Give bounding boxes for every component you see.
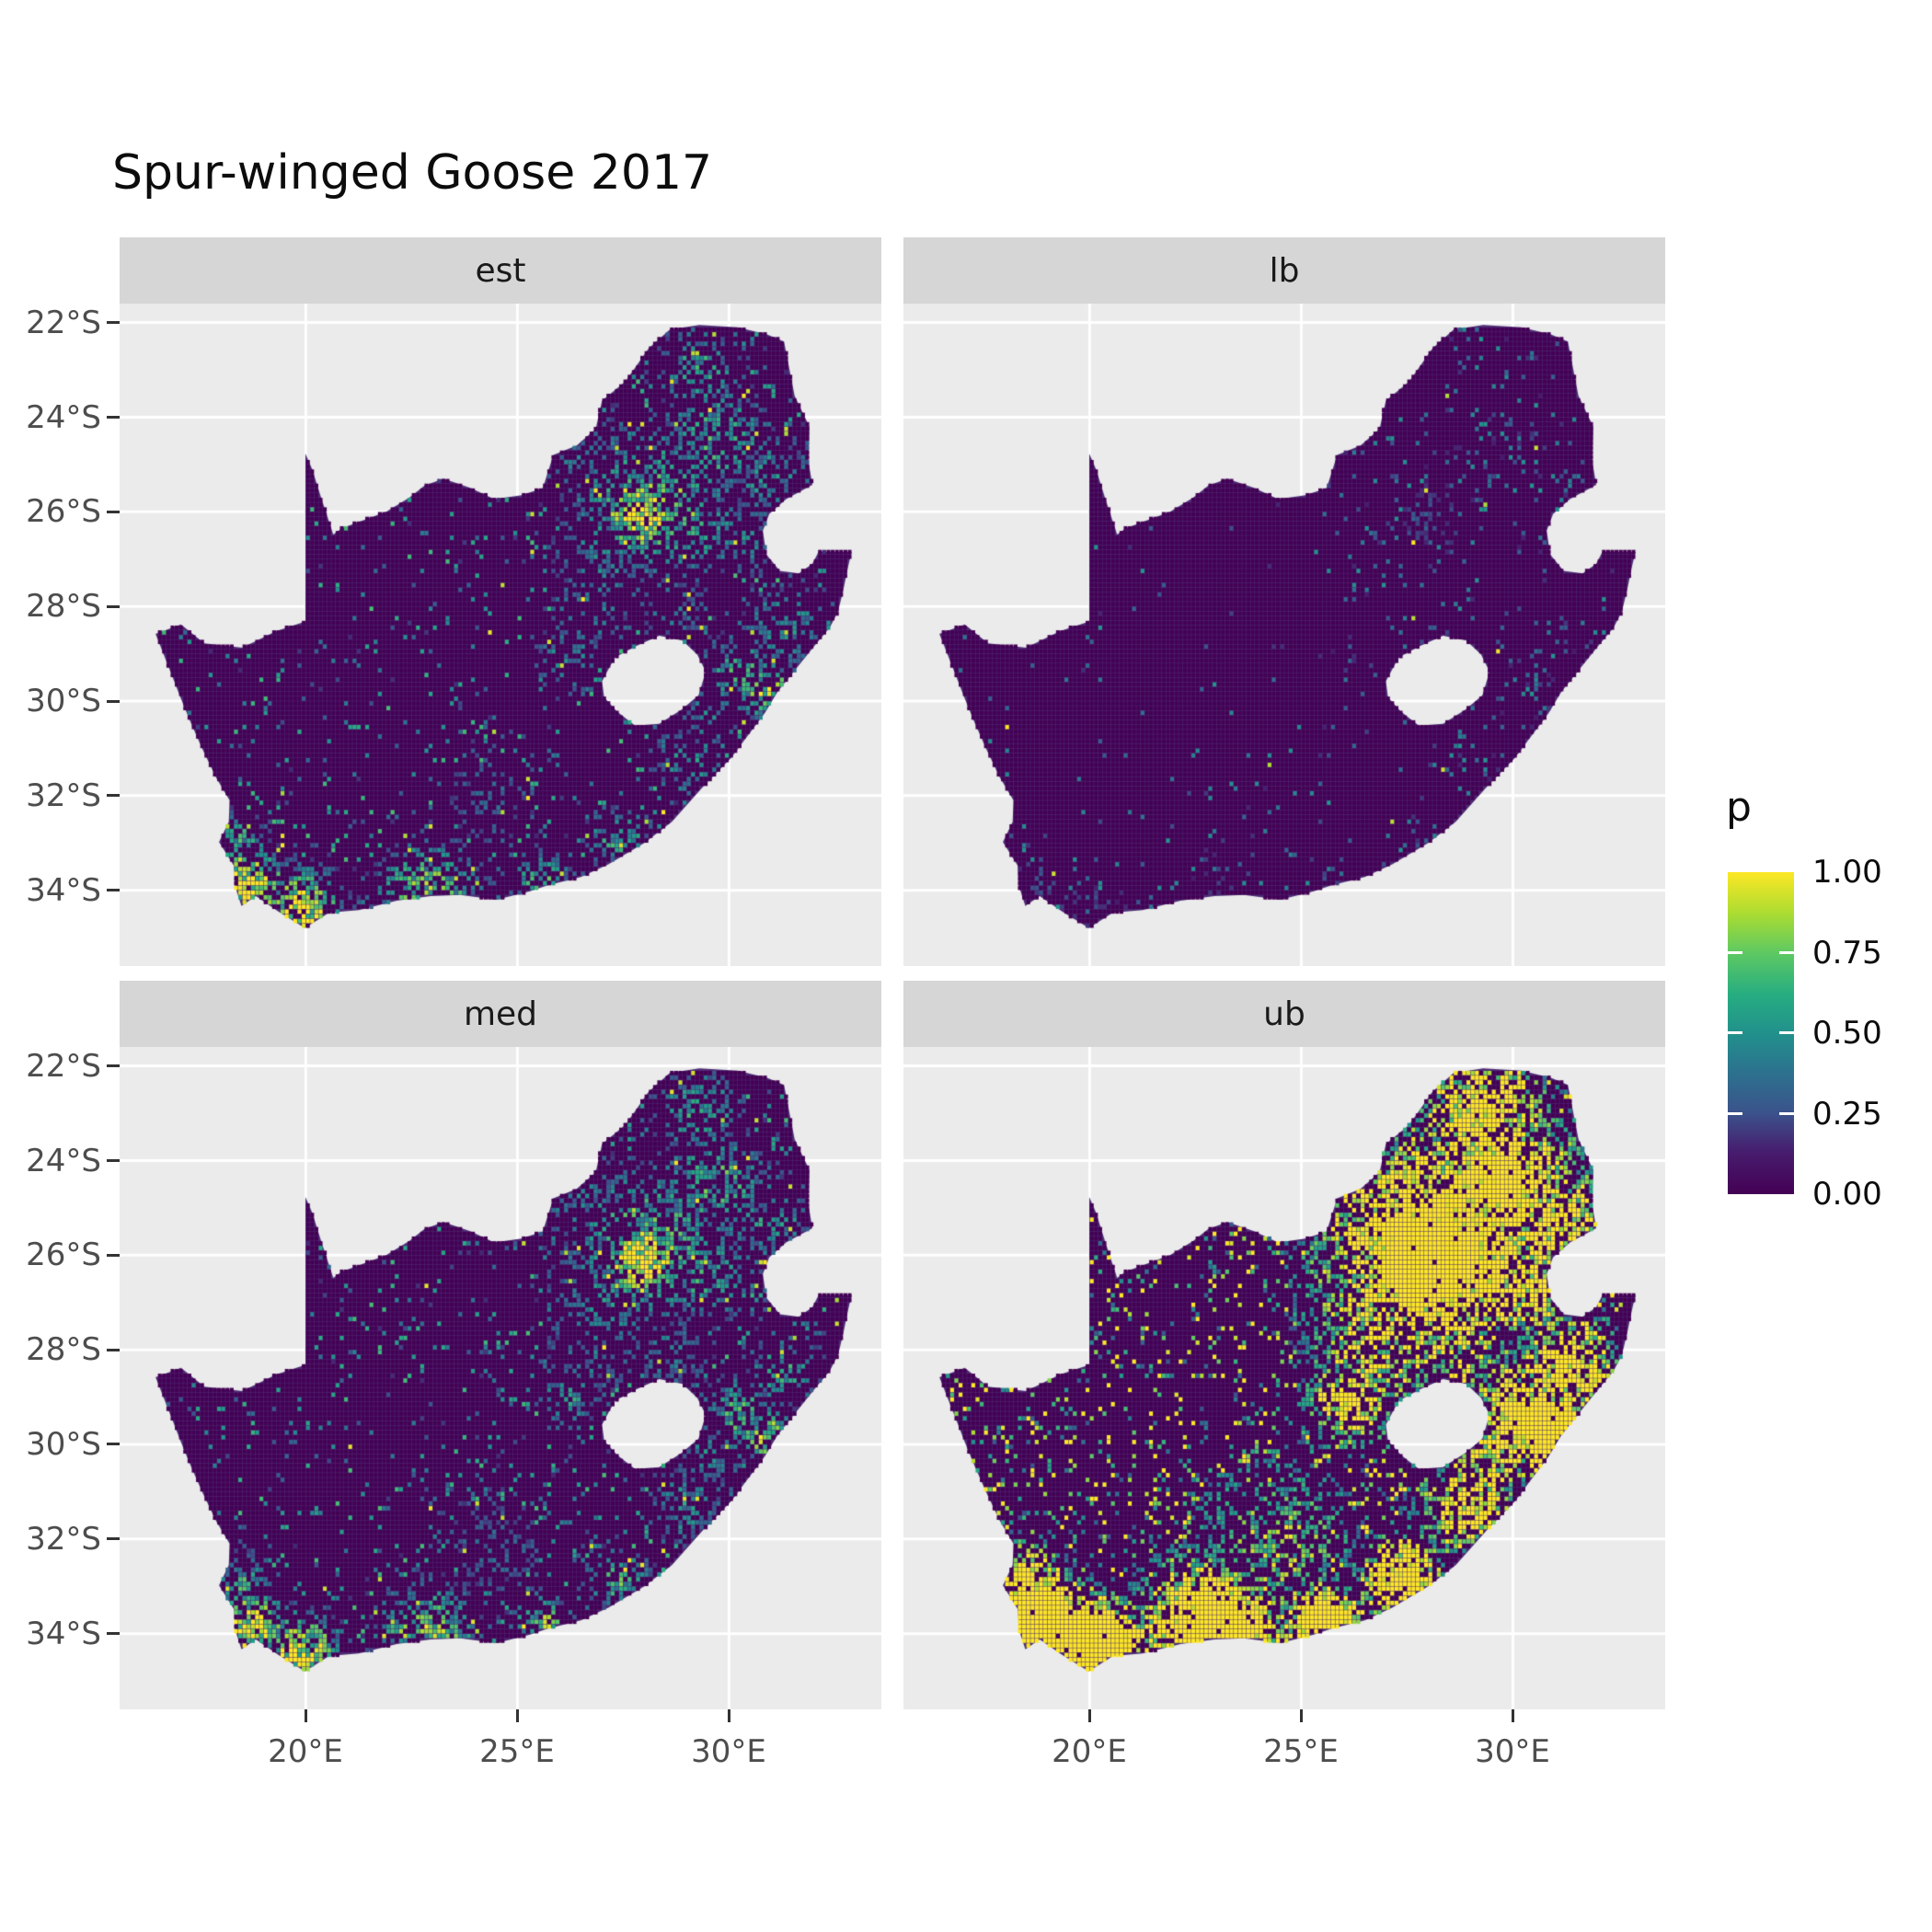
x-axis-tick [1300,1709,1303,1722]
facet-strip-label-est: est [475,251,526,290]
facet-strip-label-ub: ub [1263,995,1305,1033]
y-axis-label: 34°S [26,1616,101,1652]
y-axis-tick [107,321,120,324]
x-axis-tick [305,1709,307,1722]
y-axis-label: 32°S [26,1521,101,1558]
legend-tick [1779,1112,1794,1115]
y-axis-tick [107,1159,120,1162]
facet-strip-label-lb: lb [1269,251,1300,290]
y-axis-label: 26°S [26,493,101,530]
x-axis-tick [516,1709,519,1722]
facet-strip-ub: ub [903,981,1665,1047]
y-axis-tick [107,605,120,608]
y-axis-tick [107,1254,120,1257]
y-axis-tick [107,794,120,797]
y-axis-label: 30°S [26,1426,101,1463]
y-axis-label: 26°S [26,1236,101,1273]
legend-tick [1779,951,1794,954]
legend-tick [1728,1112,1742,1115]
y-axis-tick [107,1632,120,1635]
y-axis-tick [107,511,120,513]
legend-label: 0.75 [1812,935,1882,972]
legend-label: 1.00 [1812,854,1882,891]
map-panel-med [120,1047,881,1709]
legend-tick [1728,951,1742,954]
y-axis-tick [107,1349,120,1351]
x-axis-label: 30°E [691,1733,766,1770]
y-axis-tick [107,700,120,703]
y-axis-label: 34°S [26,872,101,909]
x-axis-label: 20°E [268,1733,343,1770]
x-axis-label: 25°E [1263,1733,1339,1770]
map-panel-est [120,304,881,966]
facet-strip-label-med: med [463,995,538,1033]
map-panel-ub [903,1047,1665,1709]
y-axis-label: 32°S [26,777,101,814]
legend-title: p [1726,784,1752,831]
y-axis-label: 30°S [26,683,101,719]
x-axis-tick [728,1709,730,1722]
y-axis-label: 28°S [26,1331,101,1368]
x-axis-label: 20°E [1052,1733,1127,1770]
y-axis-tick [107,416,120,419]
y-axis-label: 24°S [26,399,101,436]
y-axis-tick [107,1537,120,1540]
map-panel-lb [903,304,1665,966]
x-axis-tick [1512,1709,1514,1722]
x-axis-tick [1088,1709,1091,1722]
x-axis-label: 30°E [1475,1733,1550,1770]
y-axis-label: 22°S [26,1048,101,1085]
legend-tick [1779,1031,1794,1034]
y-axis-tick [107,1443,120,1445]
facet-strip-lb: lb [903,237,1665,304]
plot-title: Spur-winged Goose 2017 [112,145,713,201]
legend-tick [1728,1031,1742,1034]
legend-label: 0.00 [1812,1176,1882,1213]
x-axis-label: 25°E [479,1733,555,1770]
facet-strip-est: est [120,237,881,304]
y-axis-label: 24°S [26,1143,101,1179]
facet-strip-med: med [120,981,881,1047]
y-axis-tick [107,889,120,891]
legend-label: 0.50 [1812,1015,1882,1052]
legend-label: 0.25 [1812,1096,1882,1133]
y-axis-label: 28°S [26,588,101,625]
y-axis-tick [107,1064,120,1067]
y-axis-label: 22°S [26,305,101,341]
